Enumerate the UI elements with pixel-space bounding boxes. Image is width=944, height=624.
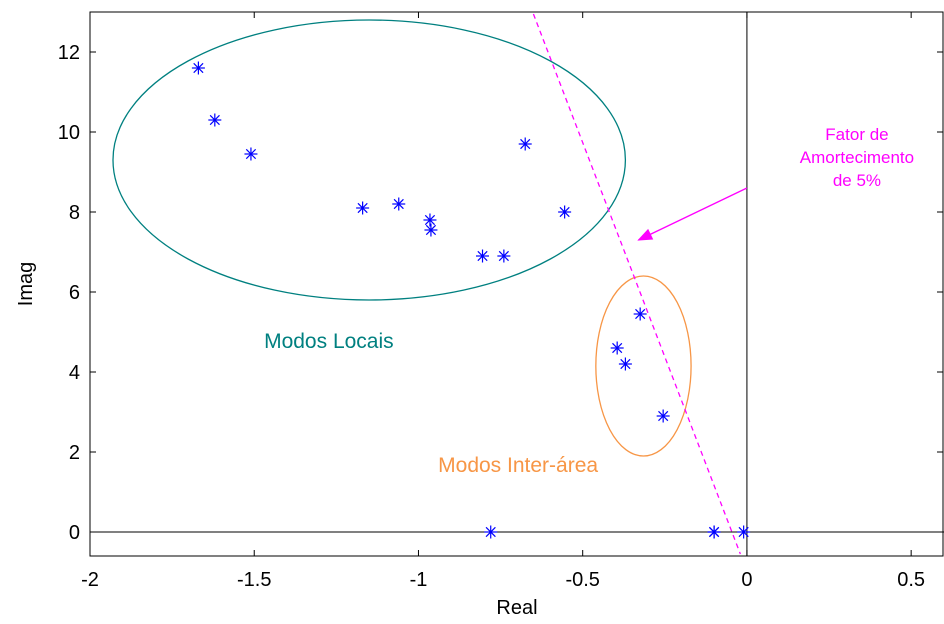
y-axis-label: Imag	[15, 262, 37, 306]
damping-factor-label-line: Amortecimento	[800, 148, 914, 167]
marker-stroke	[245, 148, 257, 160]
annotations: Modos Locais Modos Inter-área Fator de Amor…	[264, 125, 914, 477]
eigenvalue-point	[424, 223, 438, 237]
damping-arrow-shaft	[638, 187, 748, 241]
damping-factor-label: Fator de Amortecimento de 5%	[800, 125, 914, 190]
inter-area-modes-label: Modos Inter-área	[438, 454, 598, 477]
eigenvalue-point	[610, 341, 624, 355]
mode-ellipses	[112, 19, 692, 457]
marker-stroke	[424, 214, 436, 226]
marker-stroke	[658, 410, 669, 422]
y-tick-label: 2	[69, 442, 80, 464]
marker-stroke	[425, 224, 437, 236]
local-modes-label: Modos Locais	[264, 330, 394, 353]
y-axis-ticks: 0 2 4 6 8 10 12	[58, 42, 943, 544]
marker-stroke	[209, 114, 220, 126]
eigenvalue-points	[191, 61, 751, 539]
x-axis-ticks: -2 -1.5 -1 -0.5 0 0.5	[81, 12, 925, 591]
y-tick-label: 0	[69, 522, 80, 544]
y-tick-label: 10	[58, 122, 80, 144]
x-tick-label: 0.5	[897, 569, 925, 591]
reference-lines	[90, 12, 944, 556]
marker-stroke	[635, 308, 646, 320]
x-tick-label: 0	[741, 569, 752, 591]
eigenvalue-point	[518, 137, 532, 151]
marker-stroke	[520, 138, 531, 150]
damping-line-group	[532, 13, 741, 555]
damping-factor-label-line: Fator de	[825, 125, 888, 144]
eigenvalue-point	[356, 201, 370, 215]
marker-stroke	[620, 358, 631, 370]
marker-stroke	[612, 342, 623, 354]
local-modes-ellipse	[112, 19, 627, 301]
marker-stroke	[477, 250, 488, 262]
plot-frame	[89, 11, 944, 557]
x-tick-label: -0.5	[565, 569, 599, 591]
eigenvalue-point	[737, 525, 751, 539]
damping-factor-label-line: de 5%	[833, 171, 881, 190]
damping-5pct-line	[532, 13, 741, 555]
marker-stroke	[193, 62, 204, 74]
marker-stroke	[559, 206, 570, 218]
marker-stroke	[498, 250, 509, 262]
marker-stroke	[485, 526, 496, 538]
eigenvalue-point	[656, 409, 670, 423]
y-tick-label: 6	[69, 282, 80, 304]
y-tick-label: 4	[69, 362, 80, 384]
eigenvalue-point	[244, 147, 258, 161]
y-tick-label: 8	[69, 202, 80, 224]
eigenvalue-point	[484, 525, 498, 539]
marker-stroke	[738, 526, 749, 538]
eigenvalue-point	[707, 525, 721, 539]
y-tick-label: 12	[58, 42, 80, 64]
eigenvalue-point	[618, 357, 632, 371]
eigenvalue-point	[476, 249, 490, 263]
damping-arrow-head	[637, 228, 654, 241]
x-tick-label: -1.5	[237, 569, 271, 591]
x-tick-label: -2	[81, 569, 99, 591]
eigenvalue-point	[497, 249, 511, 263]
inter-area-modes-ellipse	[595, 275, 692, 457]
eigenvalue-point	[208, 113, 222, 127]
eigenvalue-point	[423, 213, 437, 227]
eigenvalue-point	[633, 307, 647, 321]
marker-stroke	[357, 202, 368, 214]
x-tick-label: -1	[410, 569, 428, 591]
eigenvalue-point	[558, 205, 572, 219]
marker-stroke	[708, 526, 720, 538]
marker-stroke	[393, 198, 404, 210]
eigenvalue-point	[191, 61, 205, 75]
arrow-group	[637, 187, 748, 241]
x-axis-label: Real	[496, 597, 537, 619]
eigenvalue-point	[392, 197, 406, 211]
